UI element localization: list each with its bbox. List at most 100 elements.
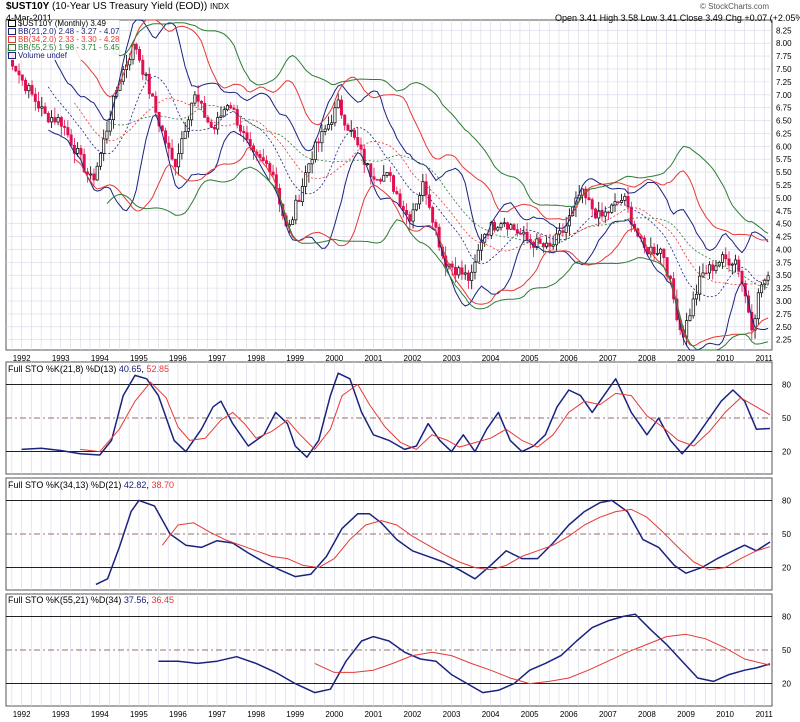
price-candle xyxy=(424,173,428,205)
price-candle xyxy=(756,288,760,326)
price-candle xyxy=(379,177,383,185)
year-tick-label: 1994 xyxy=(91,354,109,363)
candle-body xyxy=(629,206,633,225)
candle-body xyxy=(297,199,301,203)
price-candle xyxy=(694,284,698,306)
candle-body xyxy=(98,153,102,167)
price-candle xyxy=(727,251,731,273)
symbol-label: $UST10Y xyxy=(6,1,50,12)
bb-34-upper-band xyxy=(73,19,769,241)
price-candle xyxy=(408,211,412,231)
indicator-1-legend: Full STO %K(21,8) %D(13) 40.65, 52.85 xyxy=(8,364,169,374)
price-candle xyxy=(766,271,770,286)
stochastic-d-line xyxy=(80,381,771,453)
candle-body xyxy=(66,127,70,136)
year-tick-label: 1994 xyxy=(91,710,109,719)
candle-body xyxy=(418,195,422,205)
price-candle xyxy=(665,256,669,281)
year-tick-label: 2003 xyxy=(443,354,461,363)
line-icon xyxy=(8,36,16,44)
year-tick-label: 2009 xyxy=(677,710,695,719)
candle-body xyxy=(307,163,311,174)
price-candle xyxy=(98,151,102,171)
level-tick-label: 80 xyxy=(782,380,791,389)
price-candle xyxy=(414,203,418,212)
candle-body xyxy=(620,199,624,203)
year-tick-label: 2005 xyxy=(521,354,539,363)
candle-body xyxy=(691,298,695,317)
date-label: 4-Mar-2011 xyxy=(6,13,52,23)
price-candle xyxy=(356,127,360,148)
candle-icon xyxy=(8,20,16,28)
candle-body xyxy=(320,131,324,144)
price-candle xyxy=(229,102,233,110)
candle-body xyxy=(209,121,213,128)
candle-body xyxy=(261,157,265,162)
candle-body xyxy=(144,73,148,76)
candle-body xyxy=(626,196,630,208)
price-candle xyxy=(590,197,594,218)
price-candle xyxy=(515,223,519,237)
price-candle xyxy=(326,116,330,131)
price-candle xyxy=(388,166,392,182)
bb-55-lower-band xyxy=(106,166,769,351)
price-candle xyxy=(721,251,724,269)
candle-body xyxy=(375,178,379,181)
price-candle xyxy=(613,193,617,212)
price-candle xyxy=(392,174,396,195)
price-candle xyxy=(307,162,311,183)
candle-body xyxy=(623,196,627,201)
candle-body xyxy=(310,159,314,165)
candle-body xyxy=(24,79,28,92)
price-candle xyxy=(427,185,431,210)
candle-body xyxy=(515,229,519,234)
year-tick-label: 1999 xyxy=(286,710,304,719)
candle-body xyxy=(512,224,516,230)
price-candle xyxy=(43,102,47,115)
price-candle xyxy=(701,263,705,279)
candle-body xyxy=(151,93,155,97)
price-candle xyxy=(193,91,197,107)
year-tick-label: 2002 xyxy=(404,354,422,363)
price-candle xyxy=(593,207,597,220)
price-candle xyxy=(519,228,523,235)
price-tick-label: 3.50 xyxy=(776,271,792,280)
price-candle xyxy=(59,115,63,136)
candle-body xyxy=(186,119,190,132)
price-tick-label: 4.00 xyxy=(776,245,792,254)
price-candles xyxy=(7,42,770,346)
price-candle xyxy=(610,203,614,214)
price-candle xyxy=(711,261,715,280)
price-candle xyxy=(291,216,295,225)
stochastic-panel-1: 80 50 20 xyxy=(6,372,791,458)
bb-34-middle-band xyxy=(74,97,769,285)
legend-item-label: $UST10Y (Monthly) 3.49 xyxy=(18,19,106,28)
candle-body xyxy=(304,172,308,187)
candle-body xyxy=(46,113,50,123)
candle-body xyxy=(525,231,529,240)
price-candle xyxy=(707,261,711,279)
price-candle xyxy=(698,266,702,302)
indicator-1-d-value: 52.85 xyxy=(146,364,169,374)
year-tick-label: 1992 xyxy=(13,354,31,363)
price-candle xyxy=(372,167,376,187)
candle-body xyxy=(724,254,728,260)
candle-body xyxy=(737,259,741,272)
price-candle xyxy=(411,202,415,229)
candle-body xyxy=(330,122,334,125)
price-tick-label: 7.00 xyxy=(776,91,792,100)
candle-body xyxy=(180,138,184,155)
price-candle xyxy=(691,291,695,319)
year-tick-label: 1992 xyxy=(13,710,31,719)
candle-body xyxy=(294,199,298,221)
candle-body xyxy=(17,70,21,76)
price-candle xyxy=(261,148,265,162)
candle-body xyxy=(603,211,607,217)
low-label: Low xyxy=(640,13,658,23)
candle-body xyxy=(245,132,249,140)
price-candle xyxy=(183,121,187,140)
chg-label: Chg xyxy=(725,13,742,23)
legend-item: BB(34,2.0) 2.33 - 3.30 - 4.28 xyxy=(8,36,119,44)
year-tick-label: 1999 xyxy=(286,354,304,363)
bb-21-upper-band xyxy=(47,19,769,254)
